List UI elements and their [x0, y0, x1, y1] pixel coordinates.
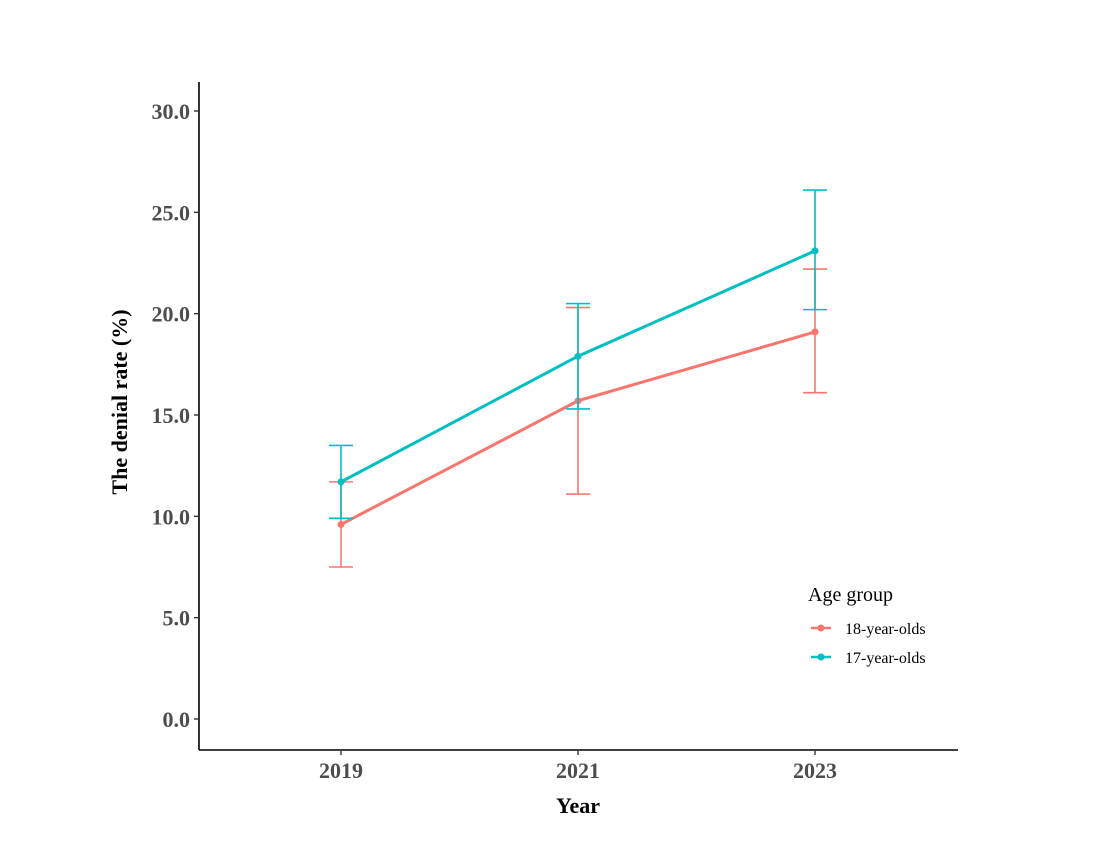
y-tick-label: 5.0 [163, 606, 191, 631]
data-point [812, 247, 819, 254]
legend-label: 18-year-olds [845, 621, 926, 638]
series-layer [329, 190, 827, 567]
y-tick-label: 25.0 [152, 200, 191, 225]
y-ticks: 0.0 5.0 10.0 15.0 20.0 25.0 30.0 [152, 99, 200, 732]
x-tick-label: 2019 [319, 758, 363, 783]
data-point [338, 521, 345, 528]
legend: Age group 18-year-olds 17-year-olds [808, 584, 926, 667]
legend-key-point [818, 654, 825, 661]
y-tick-label: 15.0 [152, 403, 191, 428]
y-tick-label: 0.0 [163, 707, 191, 732]
x-axis-title: Year [556, 793, 600, 818]
y-tick-label: 20.0 [152, 302, 191, 327]
y-axis-title: The denial rate (%) [107, 309, 132, 494]
y-tick-label: 10.0 [152, 504, 191, 529]
legend-title: Age group [808, 584, 893, 606]
y-tick-label: 30.0 [152, 99, 191, 124]
x-ticks: 2019 2021 2023 [319, 750, 837, 783]
legend-label: 17-year-olds [845, 650, 926, 667]
data-point [338, 478, 345, 485]
x-tick-label: 2023 [793, 758, 837, 783]
legend-key-point [818, 625, 825, 632]
data-point [575, 353, 582, 360]
data-point [812, 328, 819, 335]
x-tick-label: 2021 [556, 758, 600, 783]
